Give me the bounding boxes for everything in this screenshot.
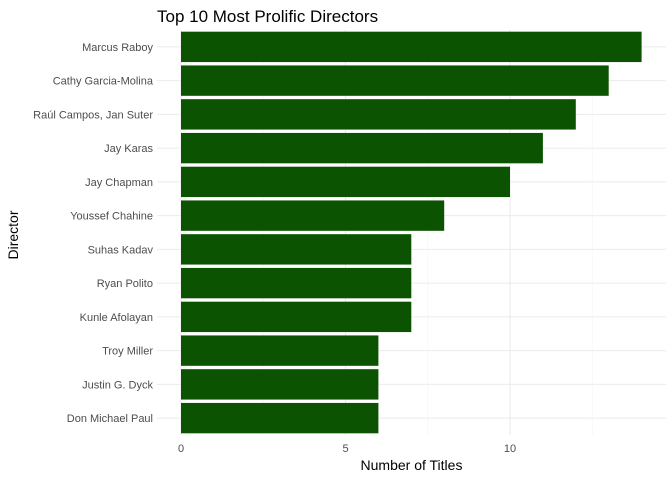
- x-axis-title: Number of Titles: [361, 457, 463, 473]
- bar: [181, 200, 445, 231]
- y-tick-label: Raúl Campos, Jan Suter: [33, 109, 153, 121]
- chart-title: Top 10 Most Prolific Directors: [157, 7, 378, 26]
- y-tick-label: Suhas Kadav: [88, 244, 154, 256]
- x-tick-label: 5: [342, 443, 348, 455]
- y-tick-label: Marcus Raboy: [82, 42, 153, 54]
- x-tick-label: 0: [178, 443, 184, 455]
- bar: [181, 132, 543, 164]
- bar: [181, 402, 379, 434]
- x-axis-tick-labels: 0 5 10: [178, 443, 516, 455]
- y-tick-label: Jay Chapman: [85, 177, 153, 189]
- y-tick-label: Youssef Chahine: [70, 211, 153, 223]
- bar: [181, 31, 642, 63]
- bar: [181, 234, 412, 265]
- y-tick-label: Justin G. Dyck: [82, 379, 153, 391]
- y-tick-label: Cathy Garcia-Molina: [53, 76, 154, 88]
- bar: [181, 335, 379, 366]
- bar: [181, 267, 412, 299]
- y-tick-label: Jay Karas: [104, 143, 153, 155]
- y-axis-tick-labels: Marcus Raboy Cathy Garcia-Molina Raúl Camp…: [33, 42, 154, 425]
- bar: [181, 301, 412, 333]
- bars: [181, 31, 642, 434]
- y-tick-label: Troy Miller: [102, 346, 153, 358]
- x-tick-label: 10: [504, 443, 516, 455]
- bar: [181, 65, 609, 96]
- bar: [181, 369, 379, 400]
- y-axis-title: Director: [5, 210, 21, 259]
- y-tick-label: Don Michael Paul: [67, 413, 153, 425]
- y-tick-label: Kunle Afolayan: [80, 312, 153, 324]
- bar: [181, 166, 510, 198]
- y-tick-label: Ryan Polito: [97, 278, 153, 290]
- bar: [181, 99, 576, 130]
